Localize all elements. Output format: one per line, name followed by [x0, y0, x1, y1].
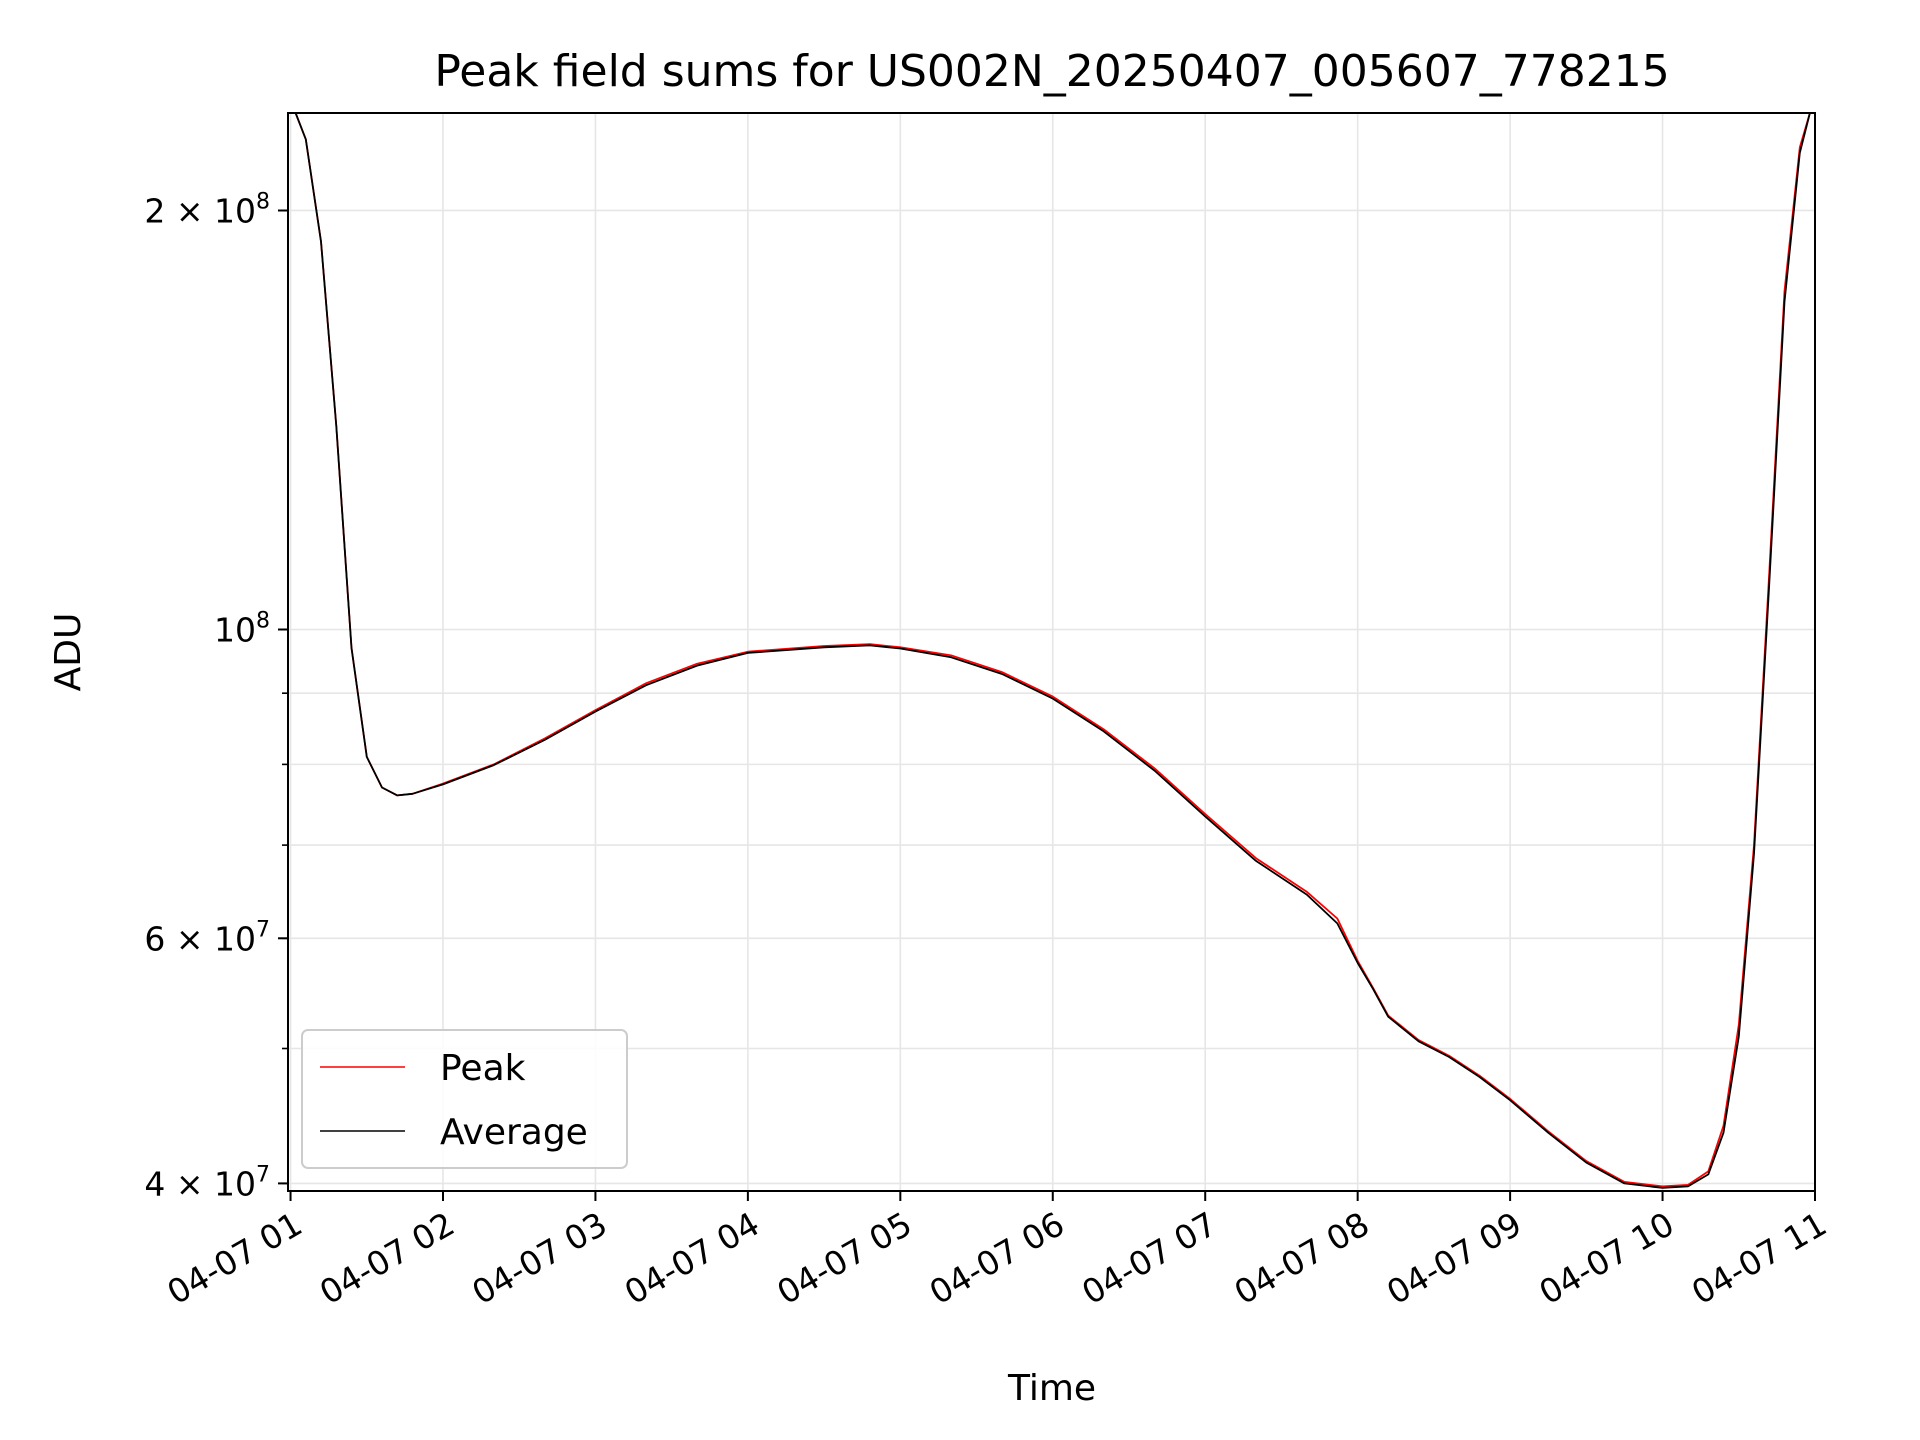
legend: Peak Average: [301, 1029, 628, 1169]
y-tick-label: 2 × 108: [144, 189, 270, 230]
x-axis-label: Time: [1007, 1368, 1096, 1409]
series-line-average: [294, 112, 1811, 1189]
y-tick-label: 4 × 107: [144, 1162, 270, 1203]
legend-box: [301, 1029, 628, 1169]
legend-label-average: Average: [440, 1112, 588, 1153]
legend-label-peak: Peak: [440, 1048, 526, 1089]
chart-title: Peak field sums for US002N_20250407_0056…: [434, 46, 1669, 97]
plot-frame: [287, 112, 1816, 1192]
y-axis-ticks: 4 × 107 6 × 107 108 2 × 108: [144, 189, 288, 1203]
plot-lines: [294, 112, 1811, 1189]
y-axis-label: ADU: [48, 613, 89, 692]
y-tick-label: 6 × 107: [144, 917, 270, 958]
y-tick-label: 108: [214, 608, 270, 649]
